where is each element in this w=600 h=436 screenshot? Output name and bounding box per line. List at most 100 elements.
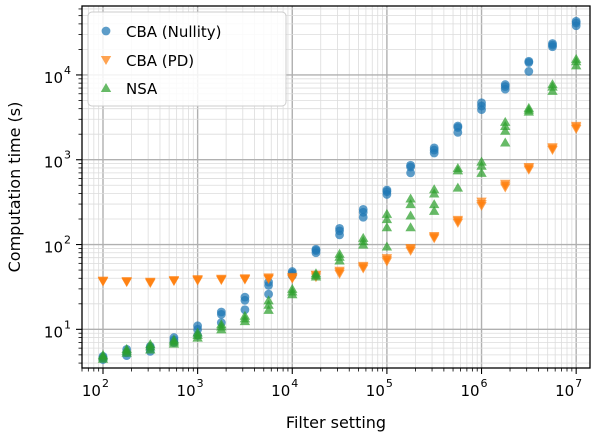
data-point [382,185,392,195]
legend-label-cba-pd: CBA (PD) [126,52,194,70]
x-tick-label: 10 5 [366,377,393,400]
data-point [239,274,251,284]
data-point [547,143,558,153]
data-point [570,121,582,131]
data-point [500,125,511,135]
data-point [452,215,464,225]
legend-label-cba-nullity: CBA (Nullity) [126,23,222,41]
data-point [405,199,416,209]
data-point [216,307,226,317]
data-point [405,193,416,203]
data-point [121,343,132,353]
data-point [452,163,464,173]
x-tick-base: 10 [460,382,479,400]
x-tick-label: 10 7 [555,377,582,400]
data-point [192,275,203,285]
x-tick-base: 10 [82,382,101,400]
data-point [500,137,511,147]
y-tick-label: 10 3 [44,149,71,172]
data-point [548,39,557,48]
data-point [524,56,534,66]
data-point [429,143,439,153]
x-tick-base: 10 [366,382,385,400]
y-tick-base: 10 [44,154,63,172]
data-point [500,179,511,189]
legend-marker-symbol [100,55,112,65]
series-nsa [97,53,582,363]
y-tick-exponent: 4 [64,64,71,77]
x-tick-label: 10 3 [177,377,204,400]
x-axis-label: Filter setting [286,413,386,432]
data-point [240,305,250,315]
legend-marker-symbol [100,83,112,93]
x-tick-exponent: 3 [197,377,204,390]
data-point [500,116,511,126]
data-point [264,289,273,299]
data-point [406,160,415,170]
data-point [263,304,274,314]
legend-marker-nsa [100,83,112,93]
data-point [453,121,463,131]
y-tick-exponent: 3 [64,149,71,162]
data-point [381,208,393,218]
x-tick-exponent: 4 [291,377,298,390]
data-point [381,241,393,251]
x-tick-label: 10 2 [82,377,109,400]
data-point [428,199,440,209]
legend-label-nsa: NSA [126,80,158,98]
data-point [121,277,132,287]
plot-frame [81,5,591,369]
legend-marker-cba-pd [100,55,112,65]
data-point [523,102,535,112]
data-point [358,261,369,271]
data-point [381,214,393,224]
x-tick-exponent: 2 [102,377,109,390]
y-tick-base: 10 [44,239,63,257]
y-tick-label: 10 1 [44,318,71,341]
data-point [571,16,581,26]
legend-marker-cba-nullity [101,26,111,36]
data-point [570,53,582,63]
data-point [334,248,345,258]
data-point [97,349,109,359]
data-point [358,204,368,214]
data-point [405,222,416,232]
data-point [523,162,535,172]
data-point [310,268,322,278]
data-point [168,334,180,344]
x-tick-exponent: 5 [386,377,393,390]
data-point [476,156,487,166]
data-point [405,210,416,220]
x-tick-exponent: 7 [575,377,582,390]
data-point [145,277,156,287]
data-point [263,273,274,283]
data-point [428,184,440,194]
y-tick-exponent: 1 [64,318,71,331]
legend: CBA (Nullity) CBA (PD) NSA [87,11,287,107]
data-point [428,231,440,241]
data-point [334,266,345,276]
y-tick-exponent: 2 [64,234,71,247]
data-point [476,167,487,177]
x-tick-base: 10 [555,382,574,400]
data-point [452,182,464,192]
data-point [358,232,369,242]
data-point [287,283,298,293]
x-tick-exponent: 6 [481,377,488,390]
data-point [240,292,250,302]
data-point [335,223,344,233]
y-tick-base: 10 [44,69,63,87]
axis-ticks: 10 2 10 3 10 4 10 5 10 6 10 710 110 210 310 4 [44,8,582,400]
data-point [97,276,109,286]
y-tick-base: 10 [44,323,63,341]
data-point [311,244,321,254]
data-point [381,254,393,264]
y-tick-label: 10 4 [44,64,71,87]
data-point [381,222,393,232]
x-tick-base: 10 [271,382,290,400]
data-point [193,321,203,331]
data-point [477,98,486,108]
data-point [524,67,534,76]
data-point [287,272,298,282]
data-point [476,197,487,207]
